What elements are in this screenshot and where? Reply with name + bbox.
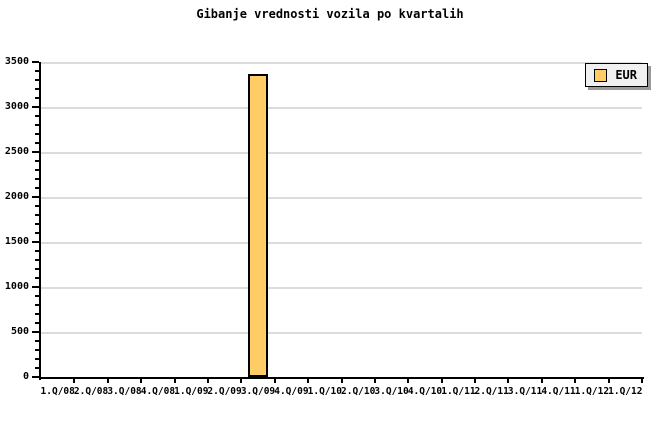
bar-3.Q/09 — [248, 73, 268, 377]
y-axis-tick-label: 2500 — [4, 146, 29, 157]
y-minor-tick — [35, 178, 39, 180]
x-axis-tick-label: 3.Q/09 — [240, 386, 276, 397]
y-minor-tick — [35, 187, 39, 189]
gridline — [41, 242, 642, 244]
y-minor-tick — [35, 169, 39, 171]
y-minor-tick — [35, 142, 39, 144]
x-axis-tick — [307, 377, 310, 383]
y-minor-tick — [35, 160, 39, 162]
y-major-tick — [32, 376, 39, 378]
x-axis-tick-label: 2.Q/10 — [341, 386, 376, 397]
y-major-tick — [32, 106, 39, 108]
y-axis-tick-label: 500 — [10, 326, 29, 337]
x-axis-tick — [474, 377, 477, 383]
y-minor-tick — [35, 70, 39, 72]
gridline — [41, 107, 642, 109]
x-axis-tick — [607, 377, 610, 383]
gridline — [41, 62, 642, 64]
y-major-tick — [32, 331, 39, 333]
gridline — [41, 287, 642, 289]
x-axis-tick-label: 1.Q/09 — [174, 386, 209, 397]
y-minor-tick — [35, 115, 39, 117]
gridline — [41, 197, 642, 199]
x-axis-tick-label: 1.Q/10 — [307, 386, 342, 397]
x-axis-tick-label: 1.Q/08 — [40, 386, 75, 397]
y-minor-tick — [35, 349, 39, 351]
y-major-tick — [32, 196, 39, 198]
y-minor-tick — [35, 358, 39, 360]
y-minor-tick — [35, 124, 39, 126]
y-major-tick — [32, 151, 39, 153]
x-axis-tick — [407, 377, 410, 383]
y-axis-tick-label: 1000 — [4, 281, 29, 292]
chart-title: Gibanje vrednosti vozila po kvartalih — [196, 7, 464, 21]
y-axis-tick-label: 3500 — [4, 56, 29, 67]
y-axis-tick-label: 1500 — [4, 236, 29, 247]
y-minor-tick — [35, 223, 39, 225]
y-minor-tick — [35, 214, 39, 216]
y-minor-tick — [35, 277, 39, 279]
x-axis-tick-label: 2.Q/08 — [73, 386, 109, 397]
x-axis-tick — [173, 377, 176, 383]
y-axis-tick-label: 3000 — [4, 101, 29, 112]
y-minor-tick — [35, 205, 39, 207]
x-axis-tick — [106, 377, 109, 383]
gridline — [41, 152, 642, 154]
x-axis-tick — [340, 377, 343, 383]
x-axis-tick-label: 2.Q/11 — [474, 386, 509, 397]
legend-label: EUR — [615, 67, 637, 82]
x-axis-tick-label: 3.Q/11 — [507, 386, 543, 397]
x-axis-tick — [206, 377, 209, 383]
x-axis-tick — [140, 377, 143, 383]
y-minor-tick — [35, 259, 39, 261]
x-axis-tick-label: 2.Q/09 — [207, 386, 242, 397]
y-major-tick — [32, 241, 39, 243]
y-minor-tick — [35, 367, 39, 369]
y-axis-tick-label: 2000 — [4, 191, 29, 202]
y-minor-tick — [35, 250, 39, 252]
x-axis-tick — [73, 377, 76, 383]
x-axis-tick-label: 4.Q/08 — [140, 386, 176, 397]
x-axis-tick — [240, 377, 243, 383]
x-axis-tick — [540, 377, 543, 383]
x-axis-tick-label: 3.Q/10 — [374, 386, 409, 397]
y-minor-tick — [35, 340, 39, 342]
legend-swatch-eur — [594, 68, 608, 82]
x-axis-tick-label: 1.Q/11 — [441, 386, 476, 397]
y-minor-tick — [35, 232, 39, 234]
x-axis-tick-label: 4.Q/09 — [274, 386, 309, 397]
y-minor-tick — [35, 88, 39, 90]
x-axis-tick-label: 1.Q/12 — [574, 386, 610, 397]
x-axis-tick — [574, 377, 577, 383]
x-axis-tick — [641, 377, 643, 383]
x-axis-tick-label: 3.Q/08 — [107, 386, 142, 397]
y-minor-tick — [35, 97, 39, 99]
y-minor-tick — [35, 313, 39, 315]
legend: EUR — [585, 63, 648, 87]
plot-area: 0 500 1000 1500 2000 2500 3000 3500 1.Q/08 2.Q/08… — [5, 56, 643, 397]
y-major-tick — [32, 286, 39, 288]
gridline — [41, 332, 642, 334]
y-minor-tick — [35, 133, 39, 135]
y-minor-tick — [35, 268, 39, 270]
y-axis-line — [39, 62, 41, 380]
y-minor-tick — [35, 79, 39, 81]
x-axis-tick-label: 4.Q/11 — [541, 386, 576, 397]
x-axis-tick-label: 1.Q/12 — [608, 386, 643, 397]
y-axis-tick-label: 0 — [22, 371, 29, 382]
y-minor-tick — [35, 304, 39, 306]
y-minor-tick — [35, 295, 39, 297]
x-axis-tick — [273, 377, 276, 383]
x-axis-tick-label: 4.Q/10 — [407, 386, 443, 397]
y-minor-tick — [35, 322, 39, 324]
y-major-tick — [32, 61, 39, 63]
x-axis-tick — [507, 377, 510, 383]
x-axis-tick — [440, 377, 443, 383]
x-axis-tick — [373, 377, 376, 383]
